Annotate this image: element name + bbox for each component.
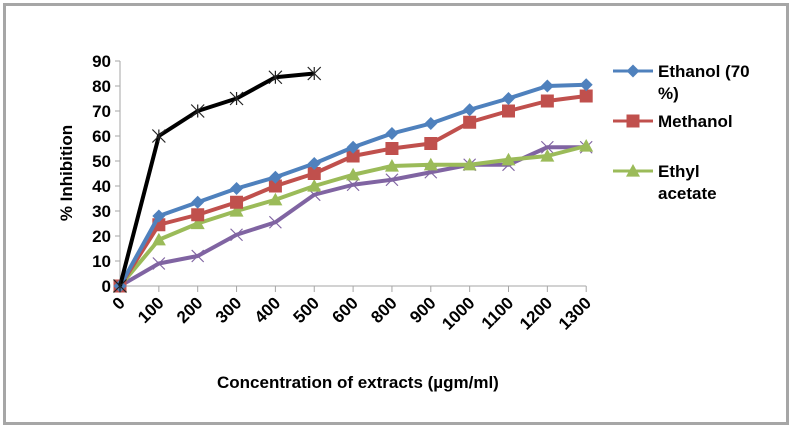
x-tick-label: 100 <box>134 293 167 326</box>
x-tick-label: 800 <box>367 293 400 326</box>
series-ethanol-70 <box>113 78 593 293</box>
data-point <box>268 70 283 85</box>
y-tick-label: 30 <box>92 202 111 221</box>
data-point <box>307 179 322 192</box>
legend-item: Ethyl acetate <box>613 162 717 203</box>
y-tick-labels: 0 10 20 30 40 50 60 70 80 90 <box>92 52 111 296</box>
data-point <box>384 159 399 172</box>
y-tick-label: 0 <box>102 277 111 296</box>
data-point <box>307 167 321 180</box>
data-point <box>540 149 555 162</box>
x-tick-label: 1300 <box>555 293 595 333</box>
x-tick-label: 1200 <box>516 293 556 333</box>
y-tick-label: 20 <box>92 227 111 246</box>
data-point <box>346 167 361 181</box>
x-tick-label: 0 <box>109 293 129 313</box>
data-point <box>191 249 205 263</box>
data-point <box>540 140 554 154</box>
data-point <box>307 157 321 170</box>
y-axis-title: % Inhibition <box>57 125 76 221</box>
data-point <box>230 182 244 195</box>
data-point <box>152 209 166 223</box>
data-point <box>229 91 244 106</box>
data-point <box>230 228 243 242</box>
data-point <box>424 117 438 130</box>
legend-label: %) <box>658 84 679 103</box>
legend-marker <box>626 64 640 78</box>
data-point <box>230 195 244 209</box>
y-tick-label: 10 <box>92 252 111 271</box>
y-tick-label: 70 <box>92 102 111 121</box>
x-axis-title: Concentration of extracts (µgm/ml) <box>217 373 499 392</box>
series-line <box>118 71 315 287</box>
legend-label: Methanol <box>658 112 733 131</box>
series-series-5 <box>113 66 322 293</box>
legend-marker <box>626 114 640 128</box>
data-point <box>385 142 399 155</box>
data-point <box>346 178 360 192</box>
data-point <box>268 215 282 229</box>
data-point <box>307 66 322 81</box>
data-point <box>151 232 166 246</box>
x-tick-label: 200 <box>173 293 206 326</box>
legend-label: Ethanol (70 <box>658 62 750 81</box>
data-point <box>268 192 283 206</box>
data-point <box>268 179 282 193</box>
data-point <box>190 104 205 118</box>
x-tick-label: 300 <box>212 293 245 326</box>
data-point <box>385 173 399 187</box>
data-point <box>385 127 399 140</box>
data-point <box>579 89 593 103</box>
y-tick-label: 60 <box>92 127 111 146</box>
series-methanol <box>113 89 593 293</box>
x-tick-label: 1100 <box>478 293 518 333</box>
y-tick-label: 90 <box>92 52 111 71</box>
axes <box>115 60 587 292</box>
data-point <box>579 78 593 92</box>
data-point <box>152 257 166 270</box>
legend: Ethanol (70%) Methanol Ethyl acetate <box>613 62 750 203</box>
data-point <box>462 157 477 171</box>
x-tick-label: 900 <box>406 293 439 326</box>
data-point <box>540 79 554 93</box>
legend-item: Methanol <box>613 112 733 131</box>
legend-marker <box>626 164 640 177</box>
x-tick-label: 1000 <box>438 293 478 333</box>
x-tick-label: 400 <box>251 293 284 326</box>
y-tick-label: 80 <box>92 77 111 96</box>
chart-frame <box>3 3 789 425</box>
data-point <box>502 92 515 105</box>
data-point <box>502 104 515 118</box>
y-tick-label: 40 <box>92 177 111 196</box>
legend-item: Ethanol (70%) <box>613 62 750 103</box>
data-point <box>463 103 477 117</box>
series-layer <box>113 66 594 293</box>
data-point <box>423 157 438 171</box>
legend-label: Ethyl <box>658 162 700 181</box>
data-point <box>346 140 360 154</box>
data-point <box>151 129 166 143</box>
data-point <box>346 149 360 163</box>
data-point <box>229 204 244 217</box>
data-point <box>540 94 554 108</box>
data-point <box>191 208 205 222</box>
x-tick-label: 500 <box>290 293 323 326</box>
data-point <box>424 137 438 150</box>
data-point <box>501 152 516 166</box>
x-tick-label: 600 <box>328 293 361 326</box>
legend-label: acetate <box>658 184 717 203</box>
y-tick-label: 50 <box>92 152 111 171</box>
data-point <box>190 216 205 230</box>
data-point <box>579 139 594 152</box>
series-ethyl-acetate <box>113 139 594 292</box>
data-point <box>113 279 127 293</box>
data-point <box>463 115 477 129</box>
data-point <box>268 170 282 184</box>
data-point <box>191 195 205 209</box>
